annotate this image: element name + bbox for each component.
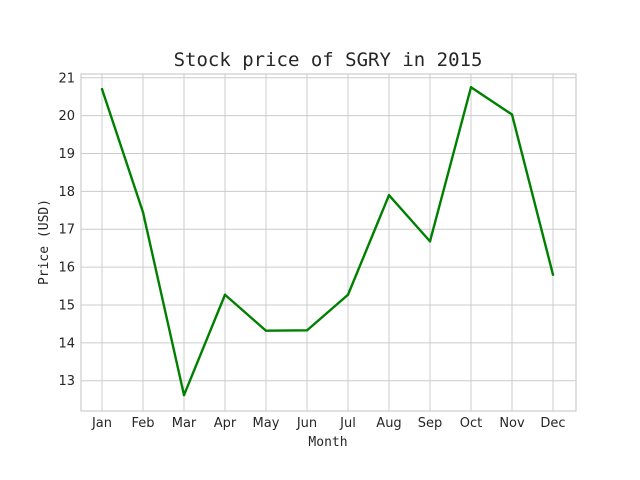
y-tick-label: 15 xyxy=(58,298,75,313)
y-tick-label: 13 xyxy=(58,374,75,389)
y-tick-label: 17 xyxy=(58,223,75,238)
x-tick-label: Feb xyxy=(131,416,154,431)
x-tick-label: Jan xyxy=(91,416,112,431)
x-axis-label: Month xyxy=(308,435,347,450)
data-point xyxy=(346,293,350,296)
data-point xyxy=(551,273,555,276)
plot-frame xyxy=(80,73,577,412)
x-tick-label: Oct xyxy=(460,416,482,431)
data-point xyxy=(141,211,145,214)
x-tick-label: Nov xyxy=(499,416,525,431)
grid xyxy=(81,74,576,411)
y-tick-label: 16 xyxy=(58,261,75,276)
x-tick-label: Sep xyxy=(418,416,443,431)
y-tick-label: 21 xyxy=(58,71,75,86)
x-tick-label: Jun xyxy=(296,416,317,431)
y-tick-label: 20 xyxy=(58,109,75,124)
x-tick-label: May xyxy=(253,416,280,431)
x-tick-label: Jul xyxy=(339,416,356,431)
data-point xyxy=(305,329,309,332)
y-tick-label: 19 xyxy=(58,147,75,162)
data-point xyxy=(223,293,227,296)
series-line xyxy=(100,86,555,397)
y-tick-label: 18 xyxy=(58,185,75,200)
data-point xyxy=(387,193,391,197)
data-point xyxy=(182,393,186,397)
x-tick-label: Mar xyxy=(172,416,197,431)
data-point xyxy=(510,113,514,116)
y-tick-labels: 13 14 15 16 17 18 19 20 21 xyxy=(58,71,75,389)
series-layer xyxy=(100,86,555,397)
y-tick-label: 14 xyxy=(58,336,75,351)
x-tick-label: Aug xyxy=(376,416,401,431)
data-point xyxy=(264,329,268,332)
data-point xyxy=(469,86,473,89)
chart-title: Stock price of SGRY in 2015 xyxy=(174,49,483,71)
data-point xyxy=(100,87,104,91)
y-axis-label: Price (USD) xyxy=(37,199,52,285)
x-tick-label: Dec xyxy=(540,416,565,431)
x-tick-label: Apr xyxy=(214,416,237,431)
x-tick-labels: Jan Feb Mar Apr May Jun Jul Aug Sep Oct Nov Dec xyxy=(91,416,566,431)
data-point xyxy=(428,240,432,243)
